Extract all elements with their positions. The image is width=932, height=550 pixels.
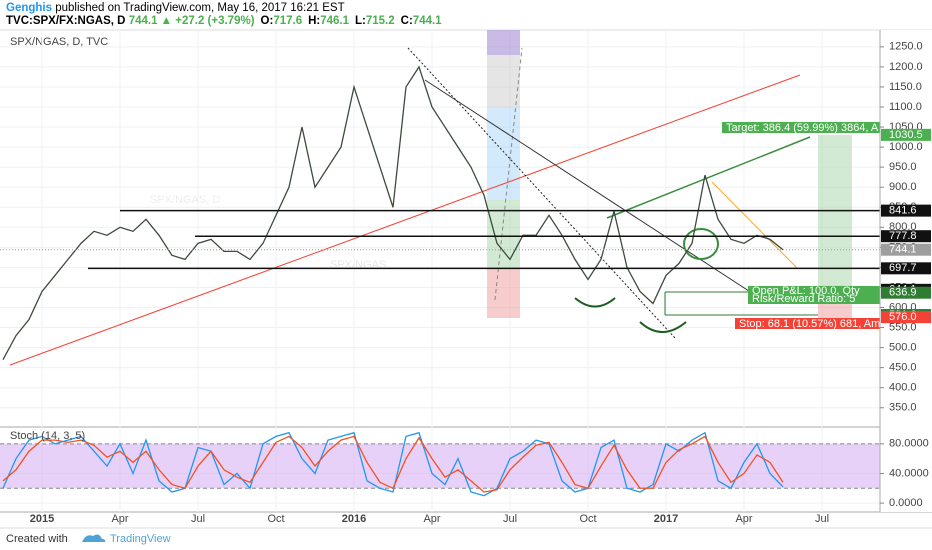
symbol-line: TVC:SPX/FX:NGAS, D 744.1 ▲ +27.2 (+3.79%… xyxy=(6,15,442,27)
trendline xyxy=(9,74,801,366)
symbol: TVC:SPX/FX:NGAS, D xyxy=(6,15,125,27)
x-tick-label: Apr xyxy=(735,513,752,525)
ohlc-value: 717.6 xyxy=(273,15,302,27)
rr-label: Risk/Reward Ratio: 5 xyxy=(752,293,855,305)
price-label: 744.1 xyxy=(889,244,917,256)
y-tick-label: 550.0 xyxy=(889,321,917,333)
circle-marker xyxy=(683,228,719,260)
y-tick-label: 500.0 xyxy=(889,342,917,354)
published: published on TradingView.com, May 16, 20… xyxy=(55,2,344,14)
trendline xyxy=(407,47,676,339)
projection-line xyxy=(494,47,523,301)
y-tick-label: 450.0 xyxy=(889,362,917,374)
x-tick-label: Apr xyxy=(423,513,440,525)
pnl-label: Open P&L: 100.0, Qty xyxy=(752,285,860,297)
x-tick-label: 2016 xyxy=(342,513,366,525)
author[interactable]: Genghis xyxy=(6,2,52,14)
x-tick-label: 2017 xyxy=(654,513,678,525)
pane-title: SPX/NGAS, D, TVC xyxy=(10,36,108,48)
projection-box xyxy=(487,55,520,108)
price-label: 841.6 xyxy=(889,205,917,217)
price-label: 636.9 xyxy=(889,287,917,299)
y-tick-label: 950.0 xyxy=(889,161,917,173)
y-tick-label: 1150.0 xyxy=(889,81,922,93)
pane-title: Stoch (14, 3, 5) xyxy=(10,430,85,442)
label-box xyxy=(735,318,880,329)
price-label: 1030.5 xyxy=(889,129,923,141)
y-tick-label: 0.0000 xyxy=(889,497,923,509)
x-tick-label: Oct xyxy=(267,513,284,525)
ohlc-value: 746.1 xyxy=(320,15,349,27)
brand[interactable]: TradingView xyxy=(110,533,171,545)
x-tick-label: Jul xyxy=(191,513,205,525)
last: 744.1 xyxy=(129,15,158,27)
y-tick-label: 1200.0 xyxy=(889,61,923,73)
y-tick-label: 400.0 xyxy=(889,382,917,394)
price-label-box xyxy=(881,262,931,275)
series-line xyxy=(2,65,784,360)
label-box xyxy=(722,122,880,133)
arc xyxy=(639,321,687,333)
ohlc-label: C: xyxy=(401,15,413,27)
logo xyxy=(82,534,106,542)
ohlc-label: L: xyxy=(355,15,366,27)
band xyxy=(0,443,880,489)
stop-label: Stop: 68.1 (10.57%) 681, Am xyxy=(739,318,880,330)
ohlc-label: O: xyxy=(261,15,274,27)
price-label-box xyxy=(881,204,931,217)
y-tick-label: 1100.0 xyxy=(889,101,922,113)
x-tick-label: Jul xyxy=(815,513,829,525)
y-tick-label: 80.0000 xyxy=(889,438,929,450)
x-tick-label: Apr xyxy=(111,513,128,525)
position-labels: Target: 386.4 (59.99%) 3864, A Open P&L:… xyxy=(722,122,880,330)
projection-box xyxy=(487,268,520,318)
series-line xyxy=(2,435,784,493)
watermark: SPX/NGAS, D xyxy=(150,194,220,206)
price-label: 697.7 xyxy=(889,262,917,274)
ohlc-label: H: xyxy=(308,15,320,27)
price-label-box xyxy=(881,128,931,141)
watermark: SPX/NGAS xyxy=(330,259,386,271)
projection-box xyxy=(487,108,520,200)
trendline xyxy=(711,181,798,269)
x-tick-label: 2015 xyxy=(30,513,54,525)
price-label: 777.8 xyxy=(889,230,917,242)
y-tick-label: 1000.0 xyxy=(889,141,923,153)
series-line xyxy=(2,431,784,497)
change: ▲ +27.2 (+3.79%) xyxy=(161,15,255,27)
x-tick-label: Oct xyxy=(579,513,596,525)
y-tick-label: 350.0 xyxy=(889,402,917,414)
channel-line xyxy=(606,136,811,219)
ohlc-value: 715.2 xyxy=(366,15,395,27)
projection-box xyxy=(487,30,520,55)
arc xyxy=(574,297,616,308)
y-tick-label: 40.0000 xyxy=(889,467,929,479)
price-label-box xyxy=(881,311,931,324)
header-line: Genghis published on TradingView.com, Ma… xyxy=(6,2,345,14)
ohlc-value: 744.1 xyxy=(413,15,442,27)
target-label: Target: 386.4 (59.99%) 3864, A xyxy=(726,122,879,134)
price-label-box xyxy=(881,243,931,256)
x-tick-label: Jul xyxy=(503,513,517,525)
y-tick-label: 900.0 xyxy=(889,181,917,193)
price-label: 576.0 xyxy=(889,311,917,323)
price-label-box xyxy=(881,286,931,299)
price-label-box xyxy=(881,230,931,243)
footer-text: Created with xyxy=(6,533,68,545)
y-tick-label: 1250.0 xyxy=(889,41,923,53)
label-box xyxy=(748,286,880,304)
